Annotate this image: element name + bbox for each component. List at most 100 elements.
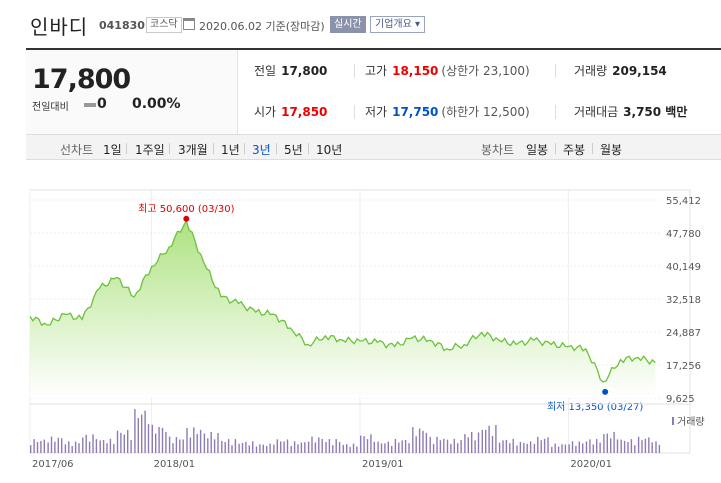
volume-bar bbox=[394, 439, 397, 453]
volume-bar bbox=[262, 444, 264, 453]
volume-bar bbox=[82, 437, 84, 453]
chart-period-tabs: 선차트 1일 1주일 3개월 1년 3년 5년 10년 봉차트 일봉 주봉 월봉 bbox=[26, 134, 721, 160]
volume-bar bbox=[429, 436, 431, 453]
divider bbox=[354, 105, 355, 119]
volume-bar bbox=[387, 441, 389, 453]
volume-bar bbox=[418, 428, 421, 453]
calendar-icon bbox=[183, 18, 195, 30]
volume-bar bbox=[158, 427, 160, 453]
volume-bar bbox=[273, 444, 275, 453]
volume-bar bbox=[40, 440, 42, 453]
volume-bar bbox=[370, 434, 372, 453]
tab-weekly-candle[interactable]: 주봉 bbox=[563, 143, 586, 157]
y-tick-label: 17,256 bbox=[666, 361, 701, 372]
volume-bar bbox=[234, 439, 237, 453]
volume-legend-label: 거래량 bbox=[677, 416, 705, 428]
volume-bar bbox=[186, 428, 188, 453]
price-chart-svg: 최고 50,600 (03/30) 최저 13,350 (03/27) 거래량 5… bbox=[29, 189, 705, 470]
divider bbox=[308, 143, 309, 154]
volume-bar bbox=[300, 442, 303, 453]
volume-bar bbox=[130, 440, 132, 453]
volume-bar bbox=[123, 434, 125, 453]
y-tick-label: 9,625 bbox=[666, 394, 695, 405]
volume-bar bbox=[286, 439, 289, 453]
divider bbox=[244, 143, 245, 154]
volume-bar bbox=[172, 443, 174, 453]
volume-bar bbox=[592, 444, 594, 453]
volume-bar bbox=[446, 439, 449, 453]
volume-bar bbox=[165, 432, 167, 453]
tab-1year[interactable]: 1년 bbox=[221, 143, 240, 157]
amount-value: 3,750 백만 bbox=[623, 105, 688, 119]
volume-bar bbox=[391, 445, 393, 453]
candle-chart-label: 봉차트 bbox=[481, 143, 515, 157]
volume-bar bbox=[134, 409, 136, 453]
stock-name: 인바디 bbox=[30, 15, 89, 39]
volume-bar bbox=[460, 440, 462, 453]
volume-bar bbox=[658, 444, 661, 453]
volume-bar bbox=[356, 446, 358, 453]
volume-bar bbox=[651, 442, 653, 453]
volume-bar bbox=[464, 434, 466, 453]
volume-bar bbox=[398, 442, 400, 453]
volume-bar bbox=[68, 441, 70, 453]
y-tick-label: 32,518 bbox=[666, 295, 701, 306]
volume-bar bbox=[627, 441, 629, 453]
lower-limit: (하한가 12,500) bbox=[441, 105, 530, 119]
tab-3year[interactable]: 3년 bbox=[252, 143, 271, 157]
volume-bar bbox=[311, 436, 313, 453]
volume-bar bbox=[120, 432, 122, 453]
divider bbox=[555, 143, 556, 154]
volume-bar bbox=[85, 434, 87, 453]
volume-label: 거래량 bbox=[574, 64, 608, 78]
current-price-panel: 17,800 전일대비 0 0.00% bbox=[26, 50, 238, 134]
volume-bar bbox=[589, 439, 591, 453]
volume-bar bbox=[540, 440, 542, 453]
volume-bar bbox=[547, 437, 549, 453]
y-tick-label: 24,887 bbox=[666, 328, 701, 339]
tab-daily-candle[interactable]: 일봉 bbox=[526, 143, 549, 157]
volume-bar bbox=[412, 427, 414, 453]
volume-bar bbox=[203, 433, 206, 453]
tab-3month[interactable]: 3개월 bbox=[178, 143, 208, 157]
unchanged-icon bbox=[84, 103, 96, 107]
volume-bar bbox=[328, 439, 331, 453]
volume-bar bbox=[453, 438, 455, 453]
volume-bar bbox=[255, 446, 258, 453]
volume-bar bbox=[401, 440, 403, 453]
volume-bar bbox=[616, 439, 619, 453]
volume-bar bbox=[634, 445, 636, 453]
tab-1week[interactable]: 1주일 bbox=[135, 143, 165, 157]
volume-bar bbox=[613, 431, 615, 453]
volume-bar bbox=[471, 432, 473, 453]
volume-bar bbox=[144, 410, 146, 453]
volume-bar bbox=[245, 441, 247, 453]
volume-bar bbox=[276, 439, 278, 453]
volume-bar bbox=[481, 429, 483, 453]
volume-bar bbox=[495, 425, 497, 453]
volume-bar bbox=[377, 441, 379, 453]
volume-bar bbox=[346, 444, 348, 453]
volume-bar bbox=[537, 436, 539, 453]
stock-code: 041830 bbox=[99, 19, 145, 32]
tab-monthly-candle[interactable]: 월봉 bbox=[600, 143, 623, 157]
tab-10year[interactable]: 10년 bbox=[316, 143, 343, 157]
stock-header: 인바디 041830 코스닥 2020.06.02 기준(장마감) 실시간 기업… bbox=[0, 0, 721, 48]
tab-5year[interactable]: 5년 bbox=[284, 143, 303, 157]
volume-bar bbox=[182, 439, 184, 453]
divider bbox=[555, 64, 556, 78]
volume-bar bbox=[488, 425, 490, 453]
low-value: 17,750 bbox=[392, 105, 439, 119]
volume-bar bbox=[57, 437, 59, 453]
min-annotation: 최저 13,350 (03/27) bbox=[547, 401, 643, 413]
volume-bar bbox=[92, 434, 94, 453]
volume-bar bbox=[516, 445, 518, 453]
volume-bar bbox=[318, 437, 320, 453]
volume: 거래량 209,154 bbox=[574, 62, 667, 79]
realtime-button[interactable]: 실시간 bbox=[330, 16, 366, 33]
tab-1day[interactable]: 1일 bbox=[103, 143, 122, 157]
volume-bar bbox=[457, 443, 459, 453]
volume-bar bbox=[523, 442, 525, 453]
company-info-dropdown[interactable]: 기업개요 ▾ bbox=[370, 16, 425, 33]
volume-bar bbox=[533, 443, 536, 453]
